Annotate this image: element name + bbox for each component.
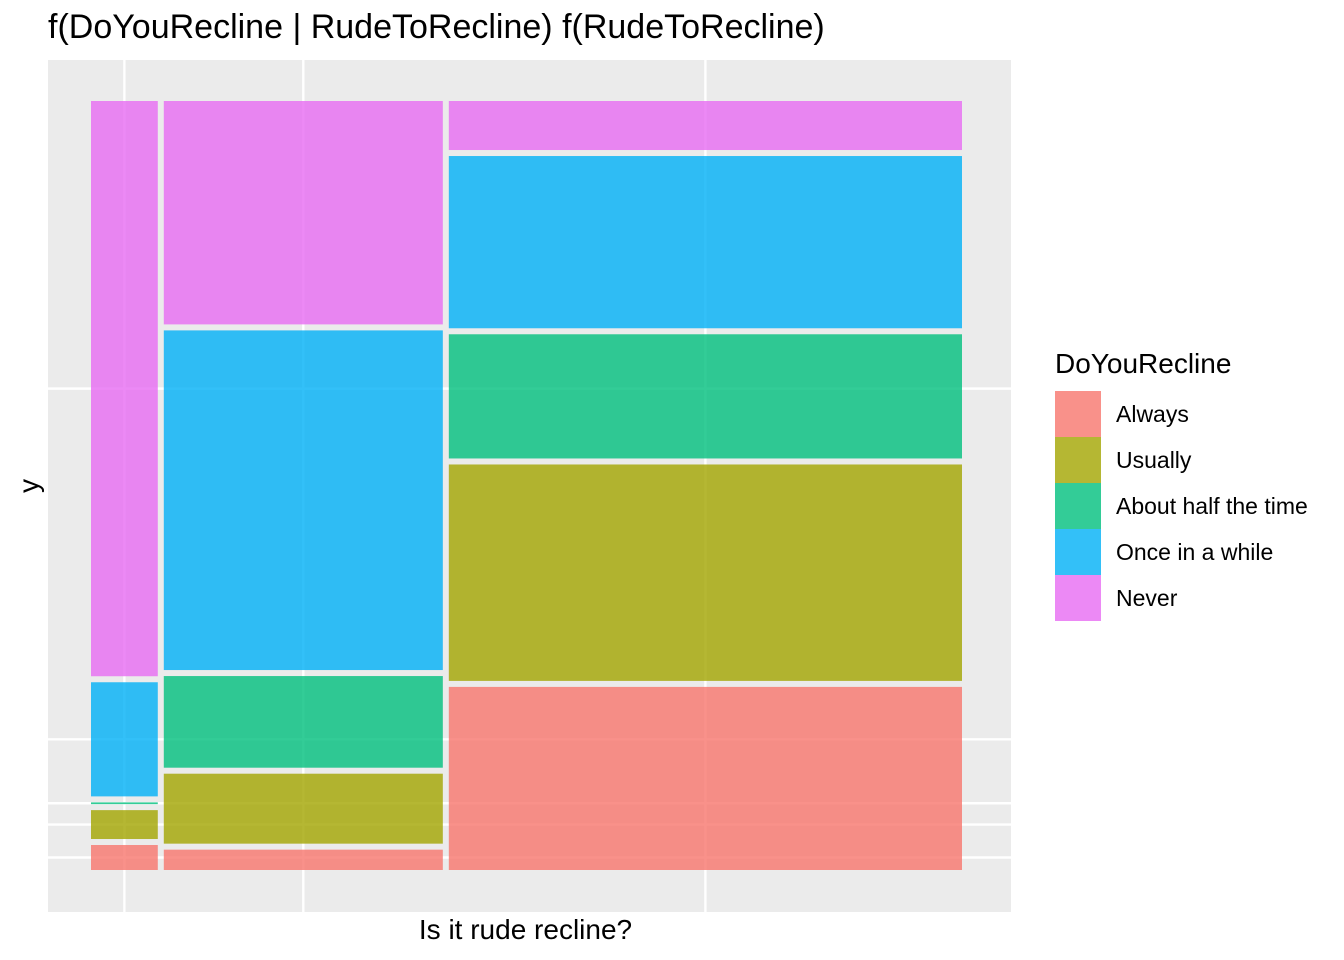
tile-2-usually xyxy=(163,773,443,844)
legend-key-about-half-the-time xyxy=(1055,483,1101,529)
legend-title: DoYouRecline xyxy=(1055,348,1231,379)
legend-key-always xyxy=(1055,391,1101,437)
tile-1-about-half-the-time xyxy=(91,802,158,805)
legend-key-never xyxy=(1055,575,1101,621)
tile-3-usually xyxy=(448,464,962,681)
mosaic-tiles xyxy=(91,101,962,870)
tile-2-always xyxy=(163,849,443,870)
tile-1-always xyxy=(91,845,158,870)
y-axis-title: y xyxy=(13,479,44,493)
tile-1-never xyxy=(91,101,158,677)
legend-label-always: Always xyxy=(1116,401,1189,427)
tile-2-once-in-a-while xyxy=(163,330,443,671)
legend-label-never: Never xyxy=(1116,585,1178,611)
tile-2-about-half-the-time xyxy=(163,676,443,768)
tile-1-usually xyxy=(91,810,158,840)
tile-1-once-in-a-while xyxy=(91,682,158,797)
legend: DoYouRecline Always Usually About half the… xyxy=(1055,348,1308,621)
legend-label-about-half-the-time: About half the time xyxy=(1116,493,1308,519)
chart-title: f(DoYouRecline | RudeToRecline) f(RudeTo… xyxy=(48,8,825,46)
legend-items: Always Usually About half the time Once in … xyxy=(1055,391,1308,621)
tile-3-never xyxy=(448,101,962,151)
tile-3-once-in-a-while xyxy=(448,156,962,329)
tile-2-never xyxy=(163,101,443,325)
legend-label-once-in-a-while: Once in a while xyxy=(1116,539,1273,565)
legend-label-usually: Usually xyxy=(1116,447,1192,473)
legend-key-usually xyxy=(1055,437,1101,483)
x-axis-title: Is it rude recline? xyxy=(419,914,632,945)
tile-3-always xyxy=(448,686,962,870)
legend-key-once-in-a-while xyxy=(1055,529,1101,575)
tile-3-about-half-the-time xyxy=(448,334,962,459)
